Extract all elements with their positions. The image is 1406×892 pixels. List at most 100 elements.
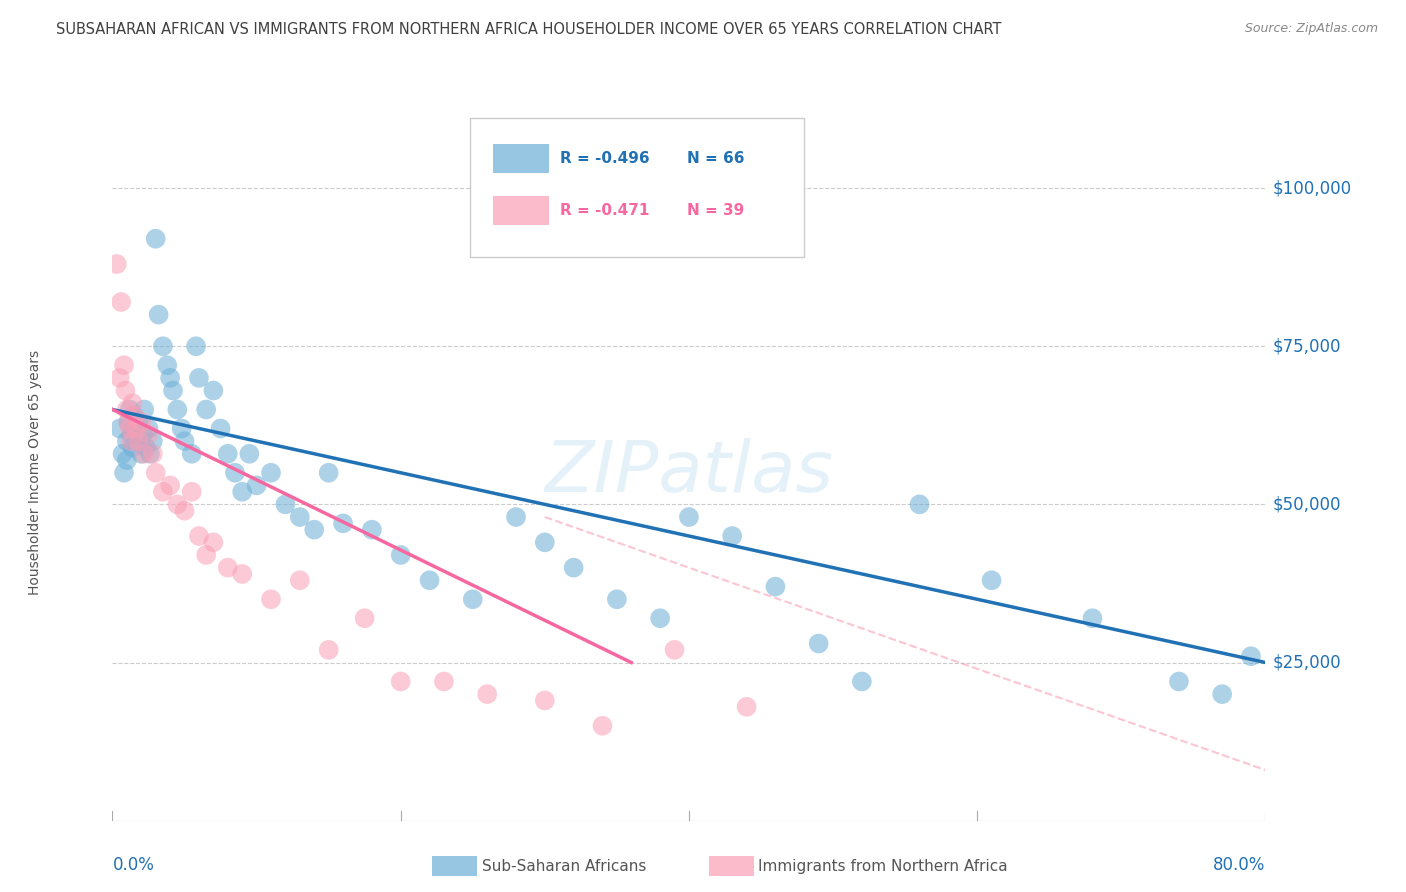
Point	[260, 592, 283, 607]
Point	[1167, 674, 1189, 689]
Point	[735, 699, 758, 714]
Point	[152, 339, 174, 353]
Point	[166, 402, 188, 417]
Point	[142, 434, 165, 449]
Point	[120, 434, 142, 449]
Point	[592, 719, 614, 733]
Point	[115, 453, 138, 467]
Point	[120, 427, 142, 442]
Point	[908, 497, 931, 511]
Point	[664, 643, 686, 657]
Point	[475, 687, 498, 701]
Point	[108, 421, 131, 435]
Text: 80.0%: 80.0%	[1213, 856, 1265, 874]
Point	[166, 497, 188, 511]
Point	[217, 560, 239, 574]
Point	[138, 427, 160, 442]
Point	[132, 427, 155, 442]
Text: $100,000: $100,000	[1272, 179, 1351, 197]
Point	[195, 402, 218, 417]
Point	[170, 421, 193, 435]
Point	[678, 510, 700, 524]
Text: 0.0%: 0.0%	[112, 856, 155, 874]
Point	[121, 441, 143, 455]
Point	[173, 504, 195, 518]
Point	[114, 384, 136, 398]
Point	[505, 510, 527, 524]
Text: Immigrants from Northern Africa: Immigrants from Northern Africa	[758, 859, 1008, 873]
Point	[353, 611, 375, 625]
Point	[980, 574, 1002, 588]
Point	[127, 415, 149, 429]
Point	[360, 523, 382, 537]
Point	[332, 516, 354, 531]
Point	[288, 510, 311, 524]
Point	[134, 447, 156, 461]
Point	[851, 674, 873, 689]
Point	[115, 434, 138, 449]
Point	[118, 421, 141, 435]
Point	[274, 497, 297, 511]
Point	[648, 611, 672, 625]
Point	[117, 415, 139, 429]
Point	[159, 371, 181, 385]
FancyBboxPatch shape	[470, 118, 804, 257]
Point	[124, 421, 146, 435]
Point	[765, 580, 787, 594]
Point	[124, 421, 146, 435]
Point	[118, 402, 141, 417]
Text: R = -0.496: R = -0.496	[560, 151, 650, 166]
Point	[152, 484, 174, 499]
Point	[108, 371, 131, 385]
Point	[202, 535, 225, 549]
Point	[129, 447, 153, 461]
FancyBboxPatch shape	[494, 144, 550, 173]
Point	[156, 358, 179, 372]
Point	[202, 384, 225, 398]
Point	[288, 574, 311, 588]
Point	[433, 674, 456, 689]
Text: Sub-Saharan Africans: Sub-Saharan Africans	[482, 859, 647, 873]
Point	[562, 560, 585, 574]
Point	[721, 529, 744, 543]
Point	[145, 466, 167, 480]
Point	[533, 535, 555, 549]
Point	[142, 447, 165, 461]
Point	[217, 447, 239, 461]
Text: $50,000: $50,000	[1272, 495, 1341, 514]
Point	[606, 592, 628, 607]
Point	[419, 574, 441, 588]
Text: Source: ZipAtlas.com: Source: ZipAtlas.com	[1244, 22, 1378, 36]
Point	[122, 409, 145, 423]
Text: SUBSAHARAN AFRICAN VS IMMIGRANTS FROM NORTHERN AFRICA HOUSEHOLDER INCOME OVER 65: SUBSAHARAN AFRICAN VS IMMIGRANTS FROM NO…	[56, 22, 1001, 37]
Point	[231, 484, 253, 499]
Text: N = 39: N = 39	[686, 203, 744, 218]
Point	[134, 402, 156, 417]
Point	[122, 409, 145, 423]
Point	[209, 421, 232, 435]
Point	[162, 384, 184, 398]
Point	[807, 636, 830, 650]
Point	[188, 371, 211, 385]
FancyBboxPatch shape	[494, 196, 550, 225]
Text: ZIPatlas: ZIPatlas	[544, 438, 834, 508]
Point	[112, 358, 135, 372]
Point	[127, 434, 149, 449]
Point	[245, 478, 267, 492]
Point	[173, 434, 195, 449]
Point	[195, 548, 218, 562]
Point	[145, 232, 167, 246]
Point	[260, 466, 283, 480]
Point	[461, 592, 484, 607]
Point	[129, 415, 153, 429]
Point	[115, 402, 138, 417]
Text: $25,000: $25,000	[1272, 654, 1341, 672]
Point	[304, 523, 326, 537]
Text: R = -0.471: R = -0.471	[560, 203, 650, 218]
Point	[138, 421, 160, 435]
Point	[180, 484, 202, 499]
Point	[231, 566, 253, 581]
Point	[1211, 687, 1233, 701]
Point	[389, 548, 412, 562]
Point	[1240, 649, 1263, 664]
